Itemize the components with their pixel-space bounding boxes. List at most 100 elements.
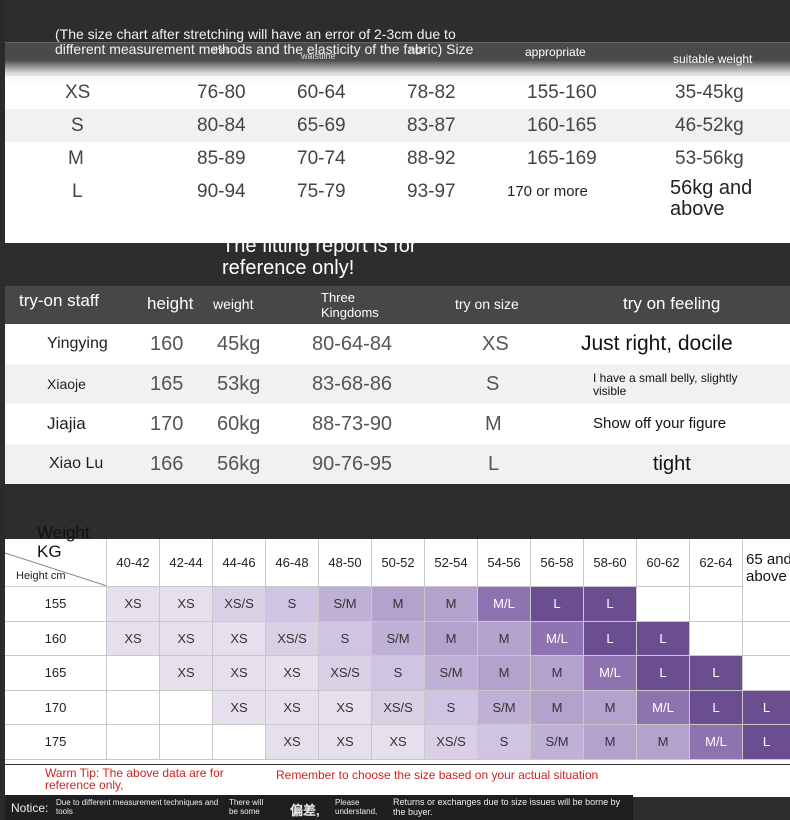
tryon-height: 166 (150, 453, 184, 475)
tryon-size: M (485, 413, 502, 435)
notice-part-d: Please understand, (335, 798, 378, 816)
tryon-feeling: I have a small belly, slightly visible (593, 371, 738, 398)
size-row: XS 76-80 60-64 78-82 155-160 35-45kg (5, 76, 790, 109)
size-cell: L (637, 656, 690, 691)
size-cell: M (584, 725, 637, 760)
size-label: M (68, 148, 84, 169)
weight-header: 50-52 (372, 539, 425, 587)
notice-label: Notice: (11, 801, 49, 815)
weight-header: 56-58 (531, 539, 584, 587)
size-cell: XS (266, 725, 319, 760)
hips-value: 83-87 (407, 115, 456, 136)
size-cell: L (584, 587, 637, 622)
size-cell: XS (266, 690, 319, 725)
size-chart: chest waistline hips appropriate suitabl… (5, 0, 790, 243)
size-cell (690, 621, 743, 656)
size-cell: XS/S (266, 621, 319, 656)
size-cell (743, 621, 790, 656)
hips-value: 88-92 (407, 148, 456, 169)
appropriate-height-header: appropriate (525, 45, 586, 59)
size-cell (690, 587, 743, 622)
weight-kg-label: Weight KG (37, 523, 107, 561)
chest-value: 76-80 (197, 82, 246, 103)
weight-header: 44-46 (213, 539, 266, 587)
size-cell (107, 656, 160, 691)
height-cm-label: Height cm (16, 570, 66, 582)
notice-part-a: Due to different measurement techniques … (56, 798, 219, 816)
tryon-three: 80-64-84 (312, 333, 393, 355)
tryon-three-header: Three Kingdoms (321, 290, 379, 320)
tryon-weight: 56kg (217, 453, 261, 475)
corner-diagonal-icon (5, 552, 106, 586)
weight-value: 56kg and above (670, 177, 753, 220)
tryon-height-header: height (147, 294, 194, 313)
fitting-report-header: try-on staff height weight Three Kingdom… (5, 286, 790, 324)
size-cell: XS (107, 587, 160, 622)
brush-stroke-decoration (5, 60, 790, 84)
size-cell: S/M (531, 725, 584, 760)
tryon-size: L (488, 453, 500, 475)
tryon-weight-header: weight (213, 296, 254, 312)
size-cell: S (319, 621, 372, 656)
size-cell: L (690, 656, 743, 691)
weight-header: 40-42 (107, 539, 160, 587)
tryon-height: 165 (150, 373, 184, 395)
size-cell: XS (213, 621, 266, 656)
size-cell: XS/S (425, 725, 478, 760)
tryon-name: Yingying (47, 335, 108, 352)
tryon-row: Xiao Lu 166 56kg 90-76-95 L tight (5, 444, 790, 484)
size-cell: XS (372, 725, 425, 760)
hips-value: 93-97 (407, 181, 456, 202)
tryon-row: Jiajia 170 60kg 88-73-90 M Show off your… (5, 404, 790, 444)
size-cell: L (743, 725, 790, 760)
tryon-feeling: tight (653, 453, 691, 475)
weight-header: 62-64 (690, 539, 743, 587)
tryon-height: 160 (150, 333, 184, 355)
size-cell (637, 587, 690, 622)
size-cell: M (637, 725, 690, 760)
tip-area: Warm Tip: The above data are for referen… (5, 765, 790, 797)
weight-header: 52-54 (425, 539, 478, 587)
tryon-name: Xiaoje (47, 376, 86, 392)
size-row: M 85-89 70-74 88-92 165-169 53-56kg (5, 142, 790, 175)
tryon-feeling-header: try on feeling (623, 294, 721, 313)
waist-value: 70-74 (297, 148, 346, 169)
weight-header: 60-62 (637, 539, 690, 587)
size-cell: XS (160, 656, 213, 691)
tryon-size-header: try on size (455, 296, 519, 312)
tryon-three: 90-76-95 (312, 453, 393, 475)
size-cell: M (478, 656, 531, 691)
weight-header: 46-48 (266, 539, 319, 587)
chest-value: 80-84 (197, 115, 246, 136)
tryon-feeling: Just right, docile (581, 332, 733, 355)
tryon-three: 83-68-86 (312, 373, 393, 395)
fitting-report-title: The fitting report is for reference only… (222, 235, 417, 279)
size-cell (743, 587, 790, 622)
size-cell: M (584, 690, 637, 725)
tryon-weight: 60kg (217, 413, 261, 435)
waist-header: waistline (301, 51, 336, 61)
size-cell: M (425, 587, 478, 622)
size-cell: S (266, 587, 319, 622)
tryon-row: Yingying 160 45kg 80-64-84 XS Just right… (5, 324, 790, 364)
weight-header: 48-50 (319, 539, 372, 587)
tryon-size: XS (482, 333, 509, 355)
tryon-staff-header: try-on staff (19, 291, 99, 310)
size-cell: S/M (319, 587, 372, 622)
height-value: 170 or more (507, 183, 588, 200)
size-cell: S (478, 725, 531, 760)
notice-bar: Notice: Due to different measurement tec… (5, 795, 633, 820)
waist-value: 60-64 (297, 82, 346, 103)
size-cell: M/L (478, 587, 531, 622)
weight-value: 53-56kg (675, 148, 744, 169)
weight-value: 46-52kg (675, 115, 744, 136)
size-cell: XS (160, 621, 213, 656)
chest-value: 85-89 (197, 148, 246, 169)
chest-value: 90-94 (197, 181, 246, 202)
size-cell: XS (213, 690, 266, 725)
height-value: 165-169 (527, 148, 597, 169)
size-cell: XS (107, 621, 160, 656)
size-label: S (71, 115, 84, 136)
tryon-weight: 45kg (217, 333, 261, 355)
waist-value: 75-79 (297, 181, 346, 202)
